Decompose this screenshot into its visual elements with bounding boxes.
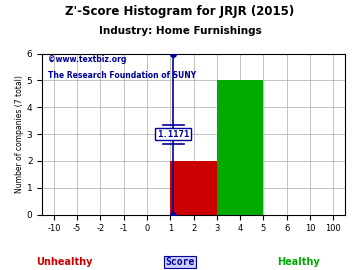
Text: Z'-Score Histogram for JRJR (2015): Z'-Score Histogram for JRJR (2015) [66, 5, 294, 18]
Text: ©www.textbiz.org: ©www.textbiz.org [48, 55, 127, 64]
Text: Industry: Home Furnishings: Industry: Home Furnishings [99, 26, 261, 36]
Text: The Research Foundation of SUNY: The Research Foundation of SUNY [48, 71, 197, 80]
Text: 1.1171: 1.1171 [157, 130, 189, 139]
Bar [217, 80, 264, 215]
Text: Unhealthy: Unhealthy [37, 257, 93, 267]
Bar [170, 161, 217, 215]
Y-axis label: Number of companies (7 total): Number of companies (7 total) [15, 75, 24, 193]
Text: Healthy: Healthy [278, 257, 320, 267]
Text: Score: Score [165, 257, 195, 267]
